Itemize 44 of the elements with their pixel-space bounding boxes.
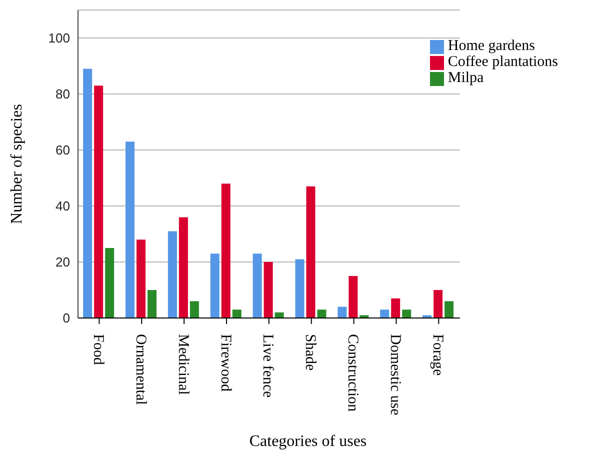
bar bbox=[190, 301, 199, 318]
legend-label: Home gardens bbox=[448, 38, 535, 54]
bar bbox=[295, 259, 304, 318]
bar bbox=[126, 142, 135, 318]
bar bbox=[434, 290, 443, 318]
bar bbox=[338, 306, 347, 318]
bar bbox=[94, 86, 104, 318]
legend-label: Coffee plantations bbox=[448, 54, 558, 70]
x-tick-label: Domestic use bbox=[386, 334, 403, 416]
x-tick-label: Firewood bbox=[217, 334, 234, 392]
x-tick-label: Food bbox=[90, 334, 106, 366]
x-tick-label: Ornamental bbox=[132, 334, 148, 405]
bar bbox=[221, 184, 230, 318]
bar bbox=[136, 240, 146, 318]
bar bbox=[232, 310, 242, 318]
bar bbox=[444, 301, 454, 318]
bar bbox=[391, 298, 400, 318]
bar bbox=[348, 276, 358, 318]
bar bbox=[317, 310, 326, 318]
bar bbox=[168, 231, 177, 318]
bar bbox=[178, 217, 188, 318]
bar bbox=[402, 310, 412, 318]
x-tick-label: Medicinal bbox=[174, 334, 191, 395]
bar bbox=[105, 248, 114, 318]
bar bbox=[306, 186, 316, 318]
bar bbox=[148, 290, 157, 318]
bar bbox=[380, 310, 390, 318]
y-tick-label: 20 bbox=[56, 254, 70, 270]
y-tick-label: 0 bbox=[62, 310, 70, 326]
x-tick-label: Construction bbox=[344, 334, 361, 412]
y-tick-label: 40 bbox=[56, 198, 70, 214]
y-tick-label: 100 bbox=[48, 30, 70, 46]
legend-label: Milpa bbox=[448, 70, 484, 86]
y-tick-label: 80 bbox=[56, 86, 70, 102]
bar bbox=[83, 68, 92, 318]
x-axis-title: Categories of uses bbox=[248, 433, 368, 451]
y-axis-title: Number of species bbox=[8, 104, 26, 224]
x-tick-label: Shade bbox=[302, 334, 318, 371]
x-tick-label: Forage bbox=[429, 334, 446, 376]
bar bbox=[210, 254, 220, 318]
x-tick-label: Live fence bbox=[260, 334, 276, 398]
bar bbox=[252, 254, 262, 318]
bar bbox=[264, 262, 273, 318]
y-tick-label: 60 bbox=[56, 142, 70, 158]
